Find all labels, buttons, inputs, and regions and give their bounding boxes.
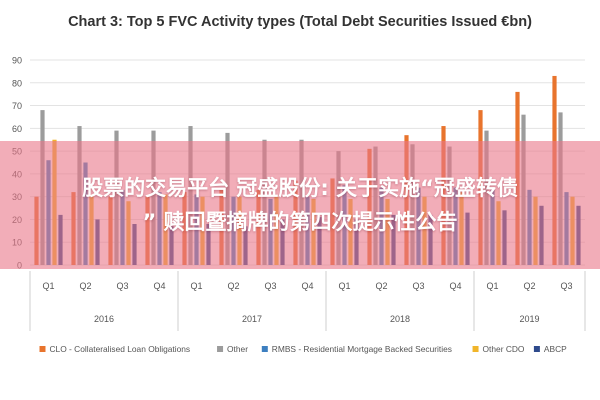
x-tick-label: Q3 [560, 281, 572, 291]
y-tick-label: 90 [12, 56, 22, 66]
x-tick-label: Q2 [227, 281, 239, 291]
y-tick-label: 70 [12, 101, 22, 111]
legend-swatch [533, 346, 540, 352]
x-axis-ticks: Q1 Q2 Q3 Q4 Q1 Q2 Q3 Q4 Q1 Q2 Q3 Q4 Q1 Q2 Q3 2016 2017 20… [29, 271, 586, 331]
x-tick-label: Q3 [264, 281, 276, 291]
x-group-label: 2016 [94, 314, 114, 324]
x-group-label: 2019 [519, 314, 539, 324]
x-tick-label: Q1 [486, 281, 498, 291]
x-tick-label: Q4 [153, 281, 165, 291]
legend-swatch [261, 346, 268, 352]
overlay-headline-line1: 股票的交易平台 冠盛股份: 关于实施“冠盛转债 [82, 176, 518, 200]
x-tick-label: Q3 [116, 281, 128, 291]
legend-label: CLO - Collateralised Loan Obligations [50, 344, 191, 354]
x-tick-label: Q2 [79, 281, 91, 291]
overlay-banner[interactable]: 股票的交易平台 冠盛股份: 关于实施“冠盛转债 ” 赎回暨摘牌的第四次提示性公告 [0, 141, 600, 269]
x-tick-label: Q1 [42, 281, 54, 291]
legend-label: Other [227, 344, 248, 354]
legend-label: RMBS - Residential Mortgage Backed Secur… [272, 344, 452, 354]
legend-swatch [217, 346, 224, 352]
x-tick-label: Q2 [523, 281, 535, 291]
x-tick-label: Q4 [301, 281, 313, 291]
legend-label: ABCP [544, 344, 567, 354]
x-tick-label: Q1 [190, 281, 202, 291]
overlay-headline-line2: ” 赎回暨摘牌的第四次提示性公告 [142, 210, 458, 234]
x-tick-label: Q4 [449, 281, 461, 291]
y-tick-label: 80 [12, 78, 22, 88]
x-group-label: 2018 [390, 314, 410, 324]
x-group-label: 2017 [242, 314, 262, 324]
legend: CLO - Collateralised Loan Obligations Oth… [39, 344, 567, 354]
x-tick-label: Q2 [375, 281, 387, 291]
x-tick-label: Q1 [338, 281, 350, 291]
chart-title: Chart 3: Top 5 FVC Activity types (Total… [68, 14, 532, 30]
x-tick-label: Q3 [412, 281, 424, 291]
legend-label: Other CDO [483, 344, 525, 354]
legend-swatch [39, 346, 46, 352]
y-tick-label: 60 [12, 124, 22, 134]
legend-swatch [472, 346, 479, 352]
